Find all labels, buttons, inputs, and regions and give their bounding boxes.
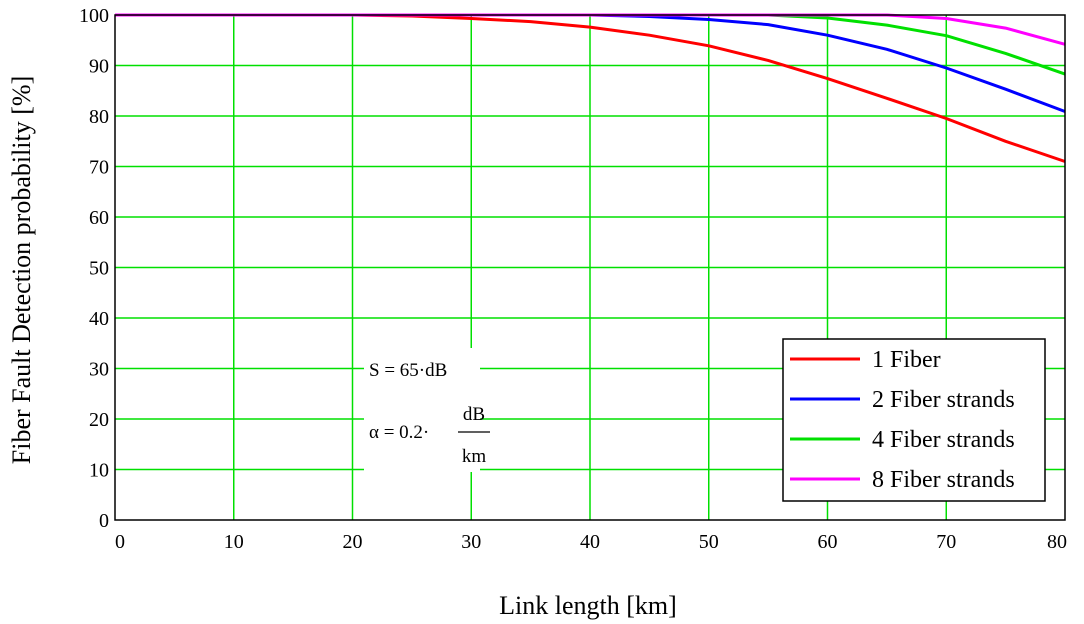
legend: 1 Fiber 2 Fiber strands 4 Fiber strands 8 F… (782, 338, 1046, 502)
legend-label: 2 Fiber strands (872, 387, 1015, 413)
y-tick-label: 100 (79, 5, 109, 27)
y-tick-label: 20 (89, 409, 109, 431)
y-tick-label: 90 (89, 56, 109, 78)
y-tick-label: 60 (89, 207, 109, 229)
y-tick-label: 30 (89, 359, 109, 381)
source-power-label: S = 65·dB (369, 360, 447, 381)
y-tick-label: 0 (99, 510, 109, 532)
x-tick-label: 20 (343, 531, 363, 553)
x-tick-label: 10 (224, 531, 244, 553)
y-axis-title: Fiber Fault Detection probability [%] (7, 76, 36, 464)
x-tick-label: 60 (818, 531, 838, 553)
x-axis-title: Link length [km] (499, 591, 677, 620)
legend-box (782, 338, 1046, 502)
legend-label: 1 Fiber (872, 347, 941, 373)
plot-frame (114, 14, 1066, 521)
attenuation-label: α = 0.2· (369, 422, 429, 443)
tick-labels: 0 10 20 30 40 50 60 70 80 0 10 20 30 40 50 60 70 80 90 100 (79, 5, 1067, 553)
y-tick-label: 70 (89, 157, 109, 179)
x-tick-label: 0 (115, 531, 125, 553)
y-tick-label: 10 (89, 460, 109, 482)
annotation-background (364, 348, 480, 472)
x-tick-label: 50 (699, 531, 719, 553)
y-tick-label: 40 (89, 308, 109, 330)
x-tick-label: 70 (936, 531, 956, 553)
attenuation-numerator: dB (463, 404, 485, 425)
y-tick-label: 50 (89, 258, 109, 280)
legend-label: 4 Fiber strands (872, 427, 1015, 453)
parameter-annotation: S = 65·dB α = 0.2· dB km (364, 348, 490, 472)
x-tick-label: 30 (461, 531, 481, 553)
legend-label: 8 Fiber strands (872, 467, 1015, 493)
x-tick-label: 80 (1047, 531, 1067, 553)
x-tick-label: 40 (580, 531, 600, 553)
y-tick-label: 80 (89, 106, 109, 128)
attenuation-denominator: km (462, 446, 487, 467)
